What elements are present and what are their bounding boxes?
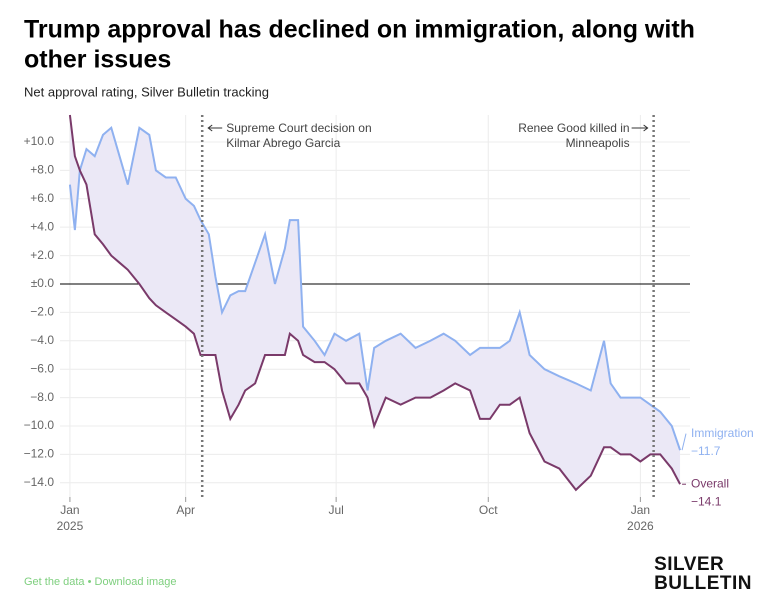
y-tick-label: +2.0 bbox=[30, 248, 54, 262]
logo: SILVER BULLETIN bbox=[654, 555, 752, 593]
y-tick-label: −8.0 bbox=[30, 390, 54, 404]
series-line bbox=[68, 114, 681, 492]
series-name: Immigration bbox=[691, 426, 754, 440]
y-tick-label: −10.0 bbox=[24, 418, 55, 432]
data-link[interactable]: Get the data bbox=[24, 576, 85, 588]
download-link[interactable]: Download image bbox=[94, 576, 177, 588]
chart-title-1: Trump approval has declined on immigrati… bbox=[24, 16, 695, 44]
arrow-head bbox=[207, 124, 213, 132]
annotation: Minneapolis bbox=[566, 136, 630, 150]
y-tick-label: ±0.0 bbox=[31, 276, 55, 290]
x-tick-label: Jan bbox=[60, 503, 79, 517]
y-tick-label: +10.0 bbox=[24, 134, 55, 148]
series-name: Overall bbox=[691, 476, 729, 490]
series-line bbox=[68, 126, 682, 451]
y-tick-label: −14.0 bbox=[24, 475, 55, 489]
arrow-head bbox=[643, 124, 649, 132]
annotation: Supreme Court decision on bbox=[226, 121, 371, 135]
footer-links: Get the data • Download image bbox=[24, 576, 176, 588]
annotation: Renee Good killed in bbox=[518, 121, 629, 135]
series-end-label: −14.1 bbox=[691, 494, 722, 508]
separator: • bbox=[87, 576, 92, 588]
x-tick-year: 2025 bbox=[57, 519, 84, 533]
x-tick-label: Jan bbox=[631, 503, 650, 517]
x-tick-label: Apr bbox=[176, 503, 195, 517]
series-end-label: −11.7 bbox=[691, 444, 721, 458]
logo-line: SILVER bbox=[654, 554, 725, 575]
y-tick-label: +4.0 bbox=[30, 219, 54, 233]
y-tick-label: −6.0 bbox=[30, 361, 54, 375]
end-connector bbox=[681, 433, 687, 451]
y-tick-label: +8.0 bbox=[30, 163, 54, 177]
y-tick-label: −4.0 bbox=[30, 333, 54, 347]
y-tick-label: −12.0 bbox=[24, 447, 55, 461]
chart-subtitle: Net approval rating, Silver Bulletin tra… bbox=[24, 84, 269, 99]
y-tick-label: +6.0 bbox=[30, 191, 54, 205]
logo-line: BULLETIN bbox=[654, 573, 752, 594]
chart-title-2: other issues bbox=[24, 46, 171, 74]
y-tick-label: −2.0 bbox=[30, 305, 54, 319]
x-tick-label: Jul bbox=[328, 503, 343, 517]
x-tick-year: 2026 bbox=[627, 519, 654, 533]
annotation: Kilmar Abrego Garcia bbox=[226, 136, 340, 150]
gap-area bbox=[69, 115, 681, 490]
x-tick-label: Oct bbox=[479, 503, 498, 517]
